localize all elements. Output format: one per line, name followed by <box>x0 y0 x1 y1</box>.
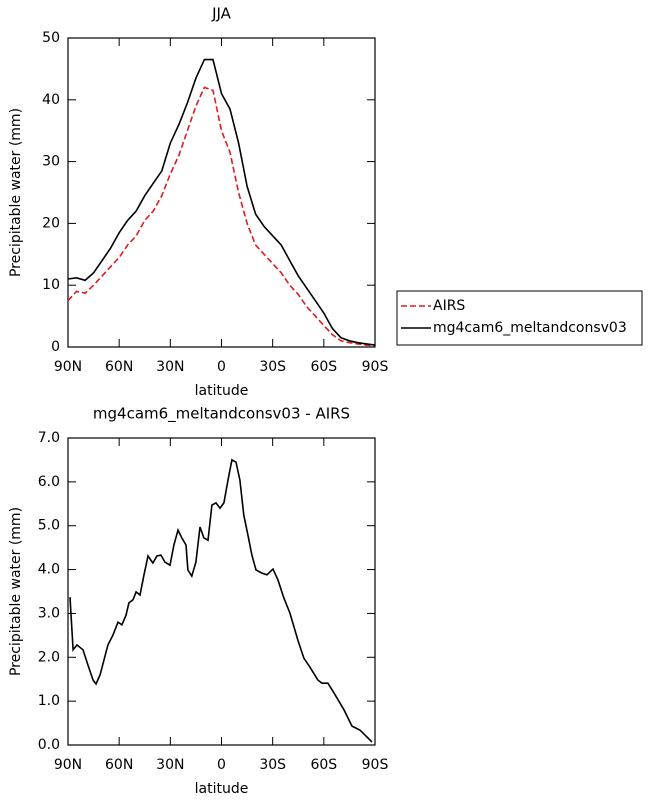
y-axis-label: Precipitable water (mm) <box>8 108 24 277</box>
x-tick-label: 90N <box>54 359 82 375</box>
legend-box <box>396 290 643 346</box>
data-line <box>67 86 376 347</box>
y-tick-label: 6.0 <box>38 474 60 490</box>
x-tick-label: 60S <box>310 757 337 773</box>
y-tick-label: 40 <box>42 92 60 108</box>
x-tick-label: 60S <box>310 359 337 375</box>
x-axis-label: latitude <box>195 781 249 797</box>
data-line <box>67 58 376 346</box>
y-tick-label: 0 <box>51 339 60 355</box>
x-axis-label: latitude <box>195 383 249 399</box>
y-tick-label: 50 <box>42 30 60 46</box>
x-tick-label: 90N <box>54 757 82 773</box>
data-line <box>69 458 373 743</box>
y-tick-label: 7.0 <box>38 430 60 446</box>
y-tick-label: 30 <box>42 154 60 170</box>
chart-title: mg4cam6_meltandconsv03 - AIRS <box>93 405 350 424</box>
x-tick-label: 60N <box>105 757 133 773</box>
y-tick-label: 10 <box>42 277 60 293</box>
plot-frame <box>67 437 376 746</box>
x-tick-label: 0 <box>217 757 226 773</box>
y-tick-label: 3.0 <box>38 605 60 621</box>
chart-title: JJA <box>211 5 232 23</box>
x-tick-label: 60N <box>105 359 133 375</box>
x-tick-label: 30N <box>156 757 184 773</box>
y-axis-label: Precipitable water (mm) <box>8 507 24 676</box>
y-tick-label: 1.0 <box>38 693 60 709</box>
x-tick-label: 0 <box>217 359 226 375</box>
legend-label: AIRS <box>433 298 465 314</box>
y-tick-label: 0.0 <box>38 737 60 753</box>
y-tick-label: 20 <box>42 215 60 231</box>
y-tick-label: 2.0 <box>38 649 60 665</box>
x-tick-label: 90S <box>362 757 389 773</box>
x-tick-label: 30S <box>259 359 286 375</box>
y-tick-label: 5.0 <box>38 518 60 534</box>
x-tick-label: 30N <box>156 359 184 375</box>
legend-label: mg4cam6_meltandconsv03 <box>433 320 627 336</box>
y-tick-label: 4.0 <box>38 562 60 578</box>
x-tick-label: 90S <box>362 359 389 375</box>
plot-frame <box>67 37 376 348</box>
x-tick-label: 30S <box>259 757 286 773</box>
